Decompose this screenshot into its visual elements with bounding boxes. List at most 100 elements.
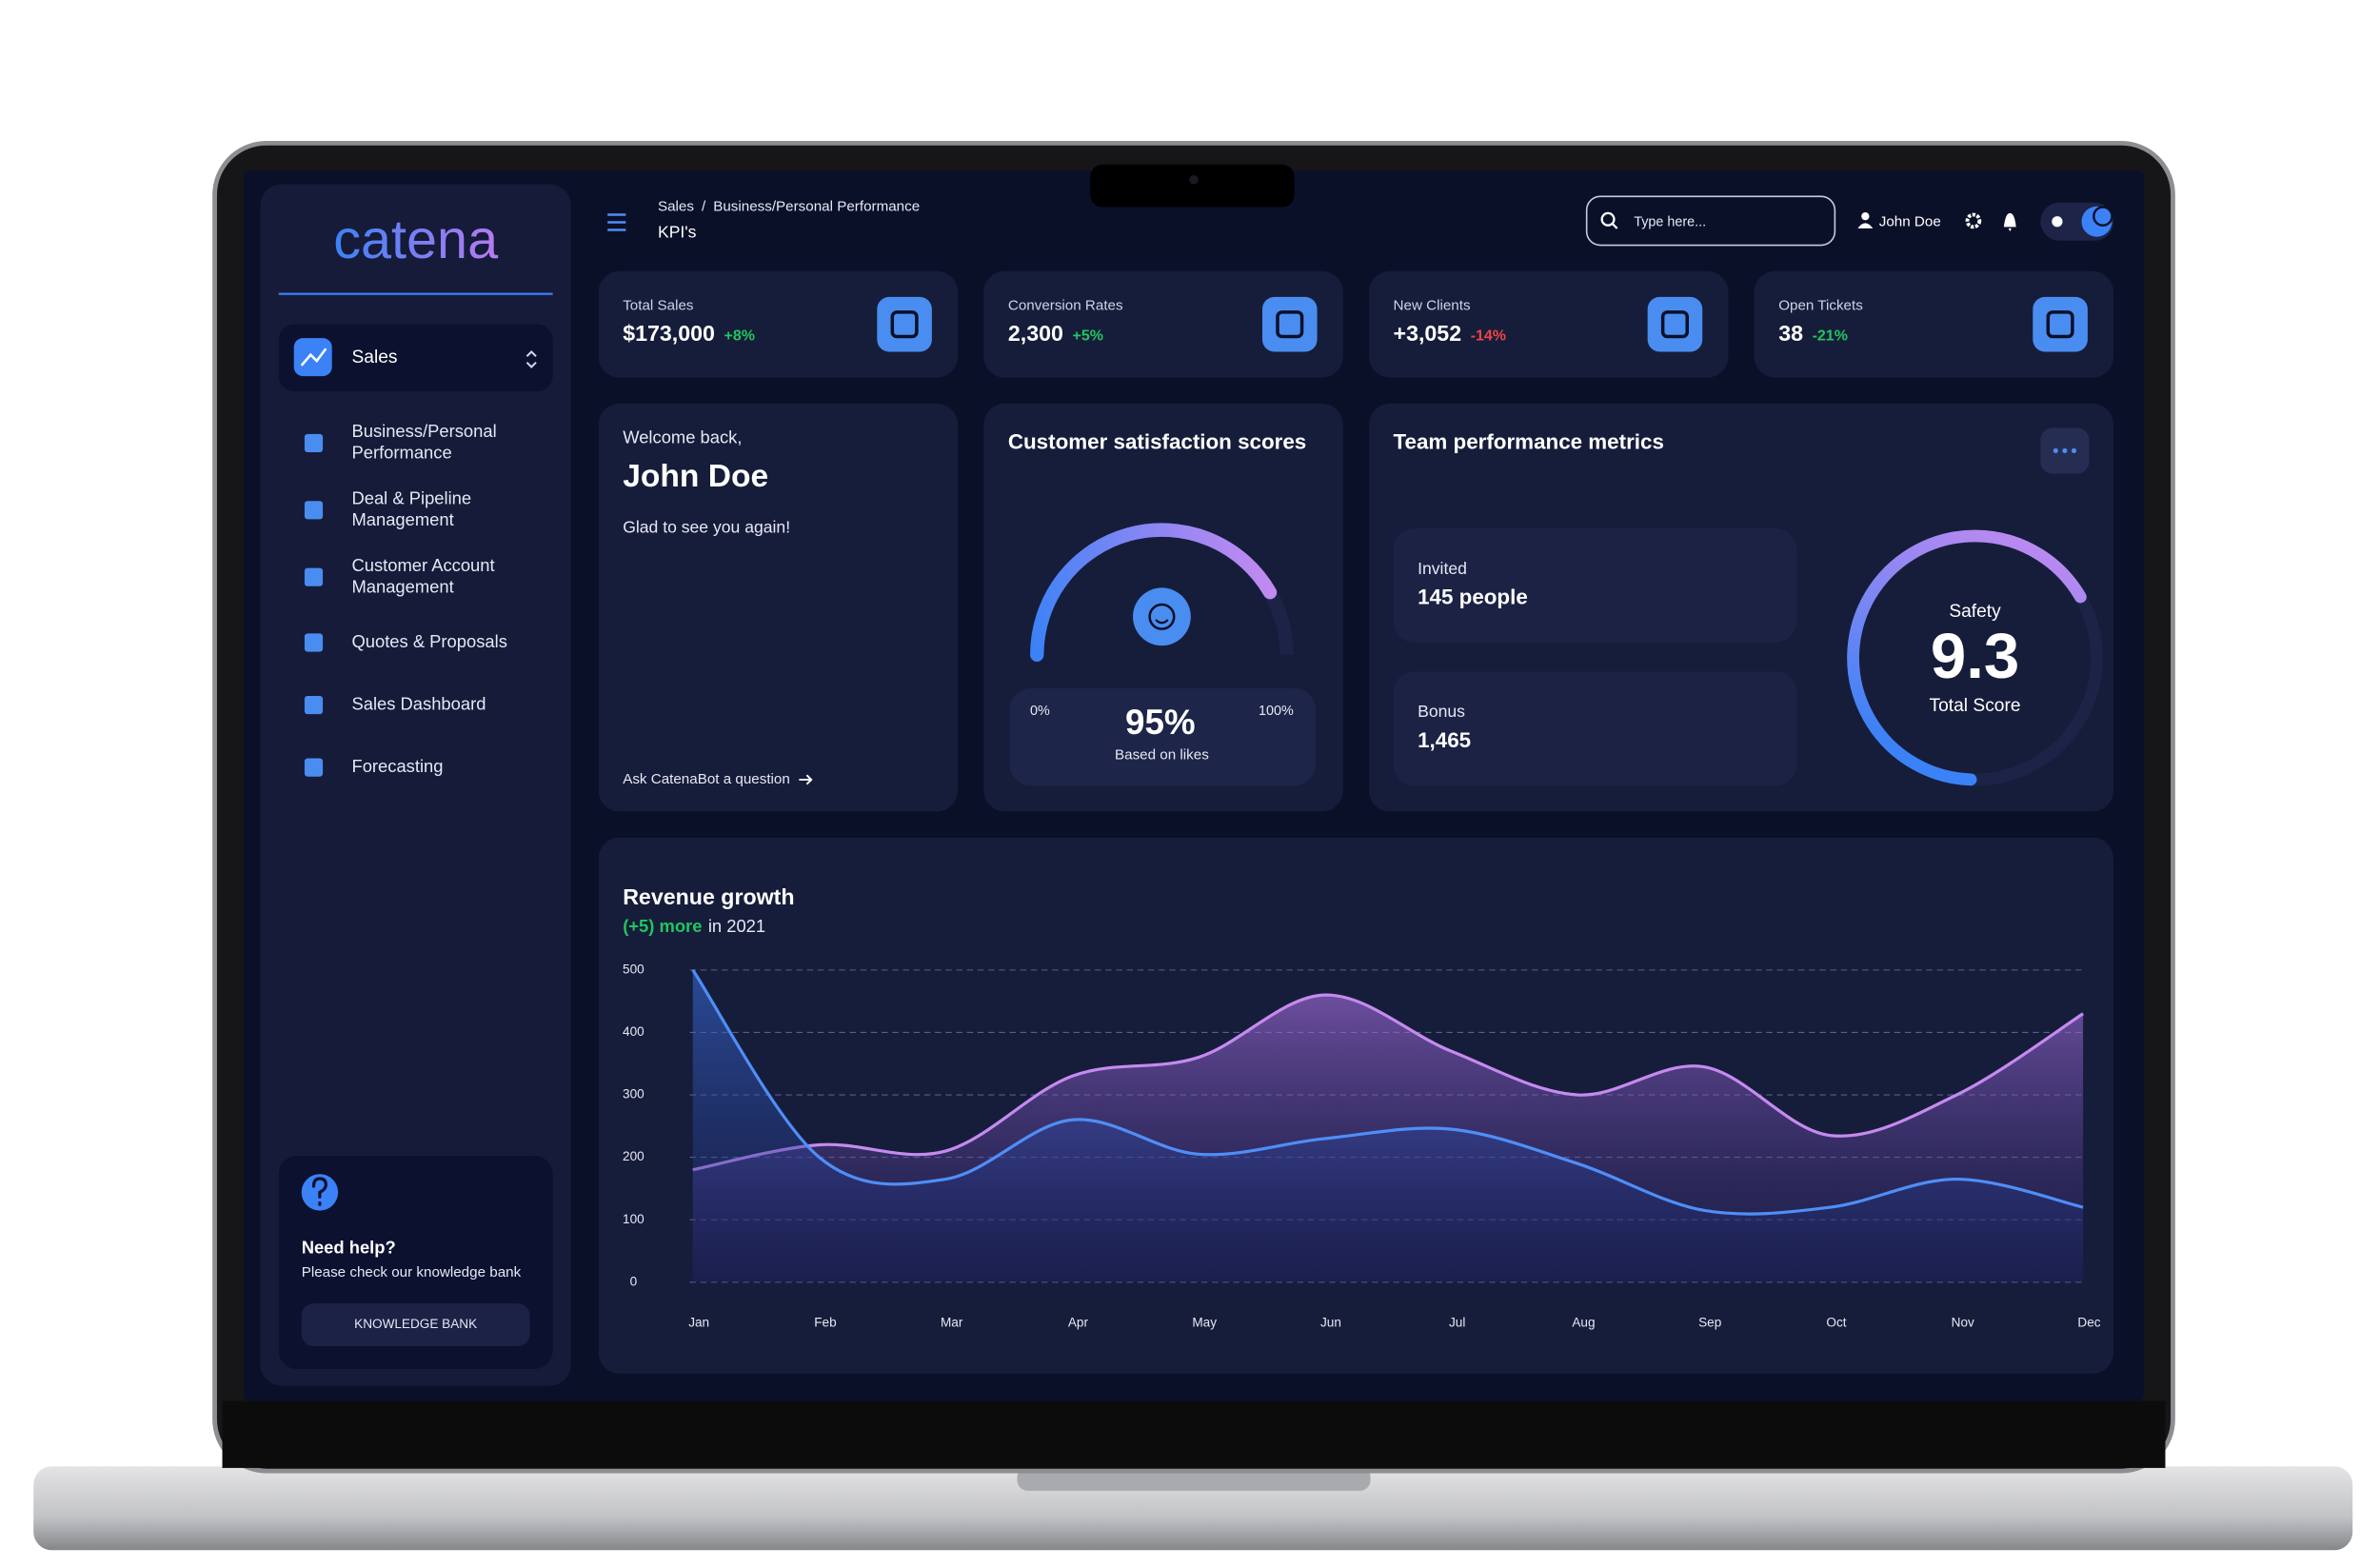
score: 9.3 [1931,621,2019,692]
breadcrumb: / [702,199,706,215]
text: Glad to see you again! [623,518,790,537]
nav-item[interactable]: Business/Personal [351,421,496,441]
search-icon [1612,223,1618,229]
sidebar [260,184,571,1386]
nav-icon [304,433,324,453]
nav-icon [304,501,324,520]
user-icon [1857,223,1874,228]
x-tick-label: Jan [688,1316,709,1330]
camera-notch [1090,164,1295,208]
nav-item[interactable]: Deal & Pipeline [351,487,471,507]
text: 0% [1030,704,1050,719]
kpi-card [598,270,959,378]
gauge-arc [1030,523,1278,662]
text: Welcome back, [623,427,742,447]
bell-icon[interactable] [2003,212,2016,232]
text: 100% [1259,704,1294,719]
kpi-change: +8% [724,328,755,345]
line [691,968,2084,1216]
x-tick-label: Nov [1952,1316,1974,1330]
chart-subtitle: (+5) more [623,916,702,936]
nav-item[interactable]: Sales [351,347,397,367]
smile-icon [1133,587,1191,646]
kpi-glyph [1660,310,1689,339]
more-dot [2071,447,2077,454]
nav-icon [304,567,324,586]
sun-icon [2052,216,2063,228]
search-box[interactable] [1585,195,1836,247]
kpi-icon [1647,296,1703,352]
gauge-arc [1847,529,2087,786]
stat-value: 1,465 [1418,728,1471,752]
page-title: KPI's [658,222,697,241]
stat-box [1393,671,1797,786]
more-dot [2053,447,2058,454]
x-tick-label: Apr [1068,1316,1089,1330]
kpi-glyph [890,310,919,339]
stat-value: 145 people [1418,586,1528,609]
more-dot [2062,447,2068,454]
area [692,969,2084,1282]
kpi-card [1754,270,2114,378]
laptop-base [33,1466,2353,1551]
kpi-change: +5% [1072,328,1102,345]
nav-item[interactable]: Performance [351,443,451,463]
kpi-card [983,270,1343,378]
text: Please check our knowledge bank [302,1264,522,1280]
chart-subtitle: in 2021 [708,916,765,936]
x-tick-label: Mar [941,1316,963,1330]
kpi-change: -14% [1471,328,1506,345]
x-tick-label: Feb [814,1316,836,1330]
kpi-glyph [1276,310,1304,339]
chevron [526,350,537,368]
kpi-value: 2,300 [1008,321,1063,346]
y-tick-label: 200 [623,1149,645,1163]
stat-label: Invited [1418,559,1467,578]
nav-icon [304,695,324,715]
user-name[interactable]: John Doe [1879,214,1941,230]
text: Need help? [302,1237,396,1257]
moon-cutout [2092,206,2113,227]
y-tick-label: 0 [630,1274,638,1288]
nav-item[interactable]: Forecasting [351,756,443,776]
kpi-label: New Clients [1394,298,1471,314]
stat-box [1393,528,1797,643]
text: Based on likes [1115,746,1209,763]
trend-icon [300,347,327,367]
nav-item[interactable]: Management [351,576,453,596]
kpi-value: $173,000 [623,321,715,346]
sidebar-active-item[interactable] [278,324,553,392]
x-tick-label: Dec [2077,1316,2100,1330]
nav-item[interactable]: Sales Dashboard [351,693,486,713]
kpi-value: +3,052 [1394,321,1462,346]
x-tick-label: Aug [1572,1316,1595,1330]
gauge-box [1009,687,1316,786]
y-tick-label: 300 [623,1087,645,1102]
x-tick-label: Jun [1320,1316,1341,1330]
kpi-label: Total Sales [623,298,694,314]
card-title: Team performance metrics [1394,429,1664,453]
x-tick-label: Jul [1449,1316,1465,1330]
nav-item[interactable]: Management [351,509,453,529]
card-title: Customer satisfaction scores [1008,429,1306,453]
kpi-glyph [2046,310,2074,339]
breadcrumb[interactable]: Sales [658,199,694,215]
link[interactable]: Ask CatenaBot a question [623,771,790,787]
score: 95% [1125,703,1196,742]
nav-item[interactable]: Customer Account [351,555,494,575]
button-label[interactable]: KNOWLEDGE BANK [354,1317,477,1331]
settings-icon[interactable] [1965,212,1982,229]
stat-label: Bonus [1418,702,1465,721]
line [692,993,2084,1172]
kpi-icon [1261,296,1318,352]
kpi-change: -21% [1813,328,1848,345]
welcome-card [598,403,959,812]
kpi-value: 38 [1778,321,1803,346]
search-icon [1600,211,1616,227]
x-tick-label: Sep [1698,1316,1721,1330]
y-tick-label: 400 [623,1024,645,1039]
nav-item[interactable]: Quotes & Proposals [351,631,506,651]
knowledge-button[interactable] [301,1303,530,1346]
search-input[interactable]: Type here... [1634,214,1706,229]
